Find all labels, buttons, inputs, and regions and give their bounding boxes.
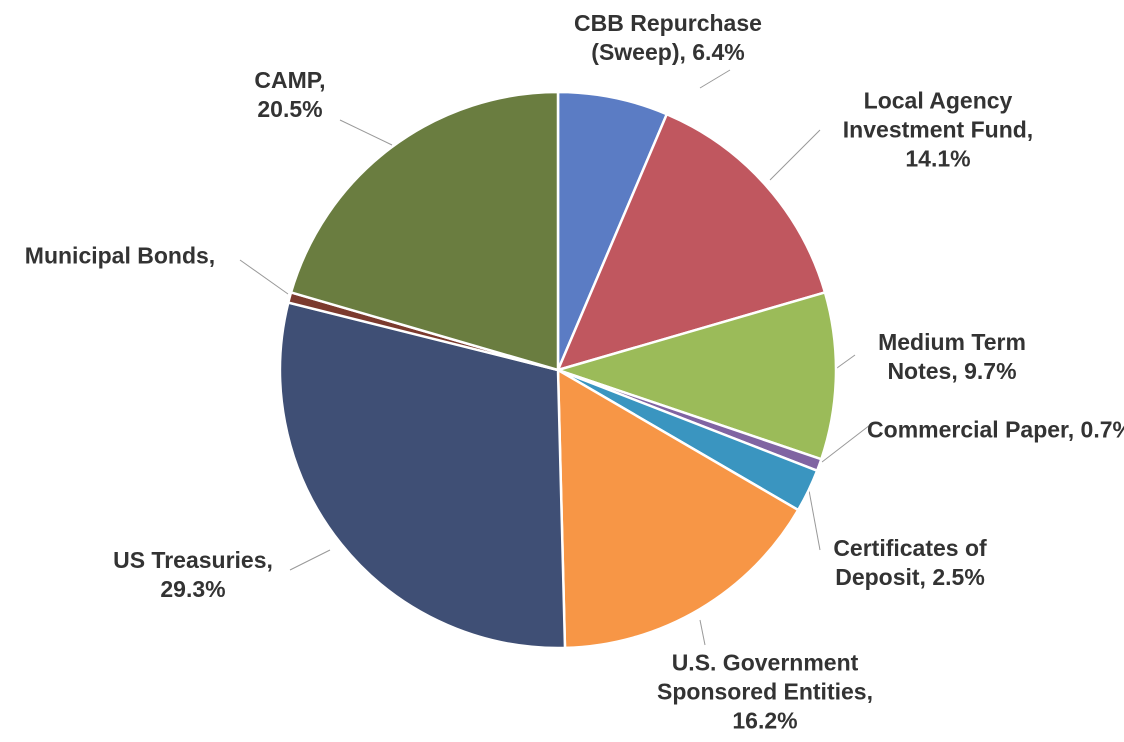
pie-slice	[555, 112, 827, 372]
category-label: Municipal Bonds,	[24, 242, 216, 269]
slice-label: Medium Term Notes, 9.7%	[857, 328, 1047, 386]
leader-line	[807, 484, 821, 551]
category-label: US Treasuries,	[113, 547, 273, 573]
slice-label: CBB Repurchase (Sweep), 6.4%	[548, 9, 788, 67]
slice-label: Certificates of Deposit, 2.5%	[810, 534, 1010, 592]
slice-label: U.S. Government Sponsored Entities, 16.2…	[645, 649, 885, 736]
leader-line	[699, 619, 706, 646]
pie-slice	[278, 301, 567, 650]
value-label: 29.3%	[160, 576, 226, 602]
leader-line	[821, 424, 871, 463]
pie-slice	[556, 90, 669, 371]
category-label: Medium Term Notes,	[878, 329, 1026, 384]
slice-label: CAMP, 20.5%	[230, 66, 350, 124]
leader-line	[769, 129, 821, 181]
category-label: CAMP,	[254, 67, 326, 93]
leader-line	[699, 69, 731, 89]
value-label: 6.4%	[692, 39, 745, 65]
value-label: 14.1%	[905, 145, 971, 172]
leader-line	[239, 259, 289, 295]
pie-slice	[553, 290, 838, 461]
leader-line	[339, 119, 393, 146]
category-label: CBB Repurchase (Sweep),	[574, 10, 762, 65]
slice-label: US Treasuries, 29.3%	[83, 546, 303, 604]
category-label: Commercial Paper,	[867, 416, 1075, 443]
slice-label: Commercial Paper, 0.7%	[865, 416, 1124, 445]
slice-label: Local Agency Investment Fund, 14.1%	[838, 87, 1038, 174]
value-label: 9.7%	[964, 358, 1017, 384]
value-label: 2.5%	[932, 564, 985, 590]
leader-line	[289, 549, 331, 571]
slice-label: Municipal Bonds,	[0, 242, 245, 271]
value-label: 20.5%	[257, 96, 323, 122]
value-label: 0.7%	[1080, 416, 1124, 443]
pie-slice	[289, 90, 560, 372]
category-label: Local Agency Investment Fund,	[842, 87, 1034, 143]
value-label: 16.2%	[732, 707, 798, 734]
category-label: Certificates of Deposit,	[833, 535, 987, 590]
category-label: U.S. Government Sponsored Entities,	[657, 649, 873, 705]
pie-slice	[556, 367, 800, 650]
